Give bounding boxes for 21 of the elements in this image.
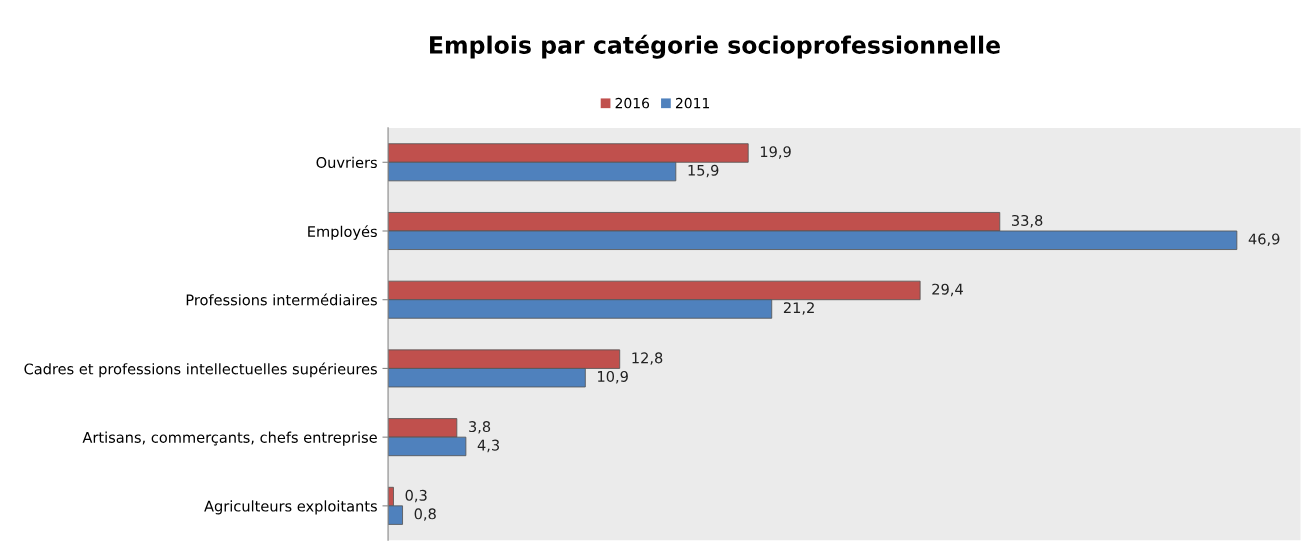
data-label: 0,8 xyxy=(414,508,436,521)
data-label: 0,3 xyxy=(405,489,427,503)
data-label: 15,9 xyxy=(688,164,719,178)
data-label: 33,8 xyxy=(1011,214,1043,228)
data-label: 19,9 xyxy=(760,146,791,159)
data-label: 3,8 xyxy=(469,421,491,434)
data-label: 29,4 xyxy=(932,283,963,297)
legend-label: 2011 xyxy=(675,97,710,109)
y-tick-label: Ouvriers xyxy=(316,156,377,169)
data-label: 4,3 xyxy=(477,439,500,453)
data-label: 10,9 xyxy=(598,370,628,384)
y-tick-label: Employés xyxy=(308,225,377,240)
chart-title: Emplois par catégorie socioprofessionnelle xyxy=(430,34,1000,59)
data-label: 21,2 xyxy=(783,302,814,315)
y-tick-label: Agriculteurs exploitants xyxy=(204,500,377,515)
y-tick-label: Artisans, commerçants, chefs entreprise xyxy=(82,431,377,446)
y-tick-label: Professions intermédiaires xyxy=(186,293,377,306)
legend-label: 2016 xyxy=(615,97,650,109)
y-tick-label: Cadres et professions intellectuelles supérieures xyxy=(24,362,377,378)
data-label: 46,9 xyxy=(1248,233,1280,246)
data-label: 12,8 xyxy=(632,352,663,365)
